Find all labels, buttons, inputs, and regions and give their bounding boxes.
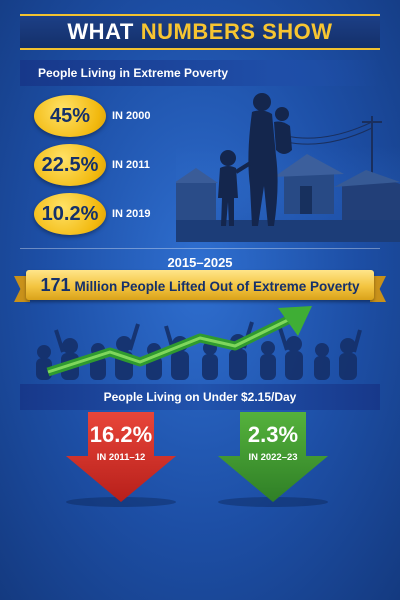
section-divider (20, 248, 380, 249)
ribbon-tail-right (370, 276, 386, 302)
stat-value-badge: 10.2% (34, 193, 106, 235)
page-title: WHAT NUMBERS SHOW (20, 14, 380, 50)
stat-row-2000: 45% IN 2000 (34, 95, 151, 137)
extreme-poverty-heading: People Living in Extreme Poverty (20, 60, 380, 86)
trend-up-arrow-icon (46, 306, 312, 377)
crowd-illustration (36, 306, 362, 380)
before-value: 16.2% (89, 422, 153, 447)
stat-year-label: IN 2019 (112, 208, 151, 220)
stat-value-badge: 45% (34, 95, 106, 137)
highlight-text: Million People Lifted Out of Extreme Pov… (74, 279, 360, 294)
title-white-part: WHAT (67, 19, 134, 44)
stat-value-badge: 22.5% (34, 144, 106, 186)
before-period: IN 2011–12 (96, 452, 146, 463)
family-illustration (176, 93, 400, 242)
highlight-period: 2015–2025 (167, 255, 233, 270)
stat-year-label: IN 2000 (112, 110, 151, 122)
stat-row-2011: 22.5% IN 2011 (34, 144, 150, 186)
down-arrow-icon (66, 412, 176, 502)
down-arrow-icon (218, 412, 328, 502)
title-gold-part: NUMBERS SHOW (140, 19, 333, 44)
arrow-shadow (66, 497, 176, 507)
highlight-number: 171 (40, 275, 71, 295)
after-down-arrow: 2.3% IN 2022–23 (218, 412, 328, 502)
highlight-ribbon: 171 Million People Lifted Out of Extreme… (26, 270, 374, 300)
stat-row-2019: 10.2% IN 2019 (34, 193, 151, 235)
stat-year-label: IN 2011 (112, 159, 150, 171)
after-value: 2.3% (247, 422, 299, 447)
after-period: IN 2022–23 (248, 452, 298, 463)
under-215-heading: People Living on Under $2.15/Day (20, 384, 380, 410)
before-down-arrow: 16.2% IN 2011–12 (66, 412, 176, 502)
arrow-shadow (218, 497, 328, 507)
